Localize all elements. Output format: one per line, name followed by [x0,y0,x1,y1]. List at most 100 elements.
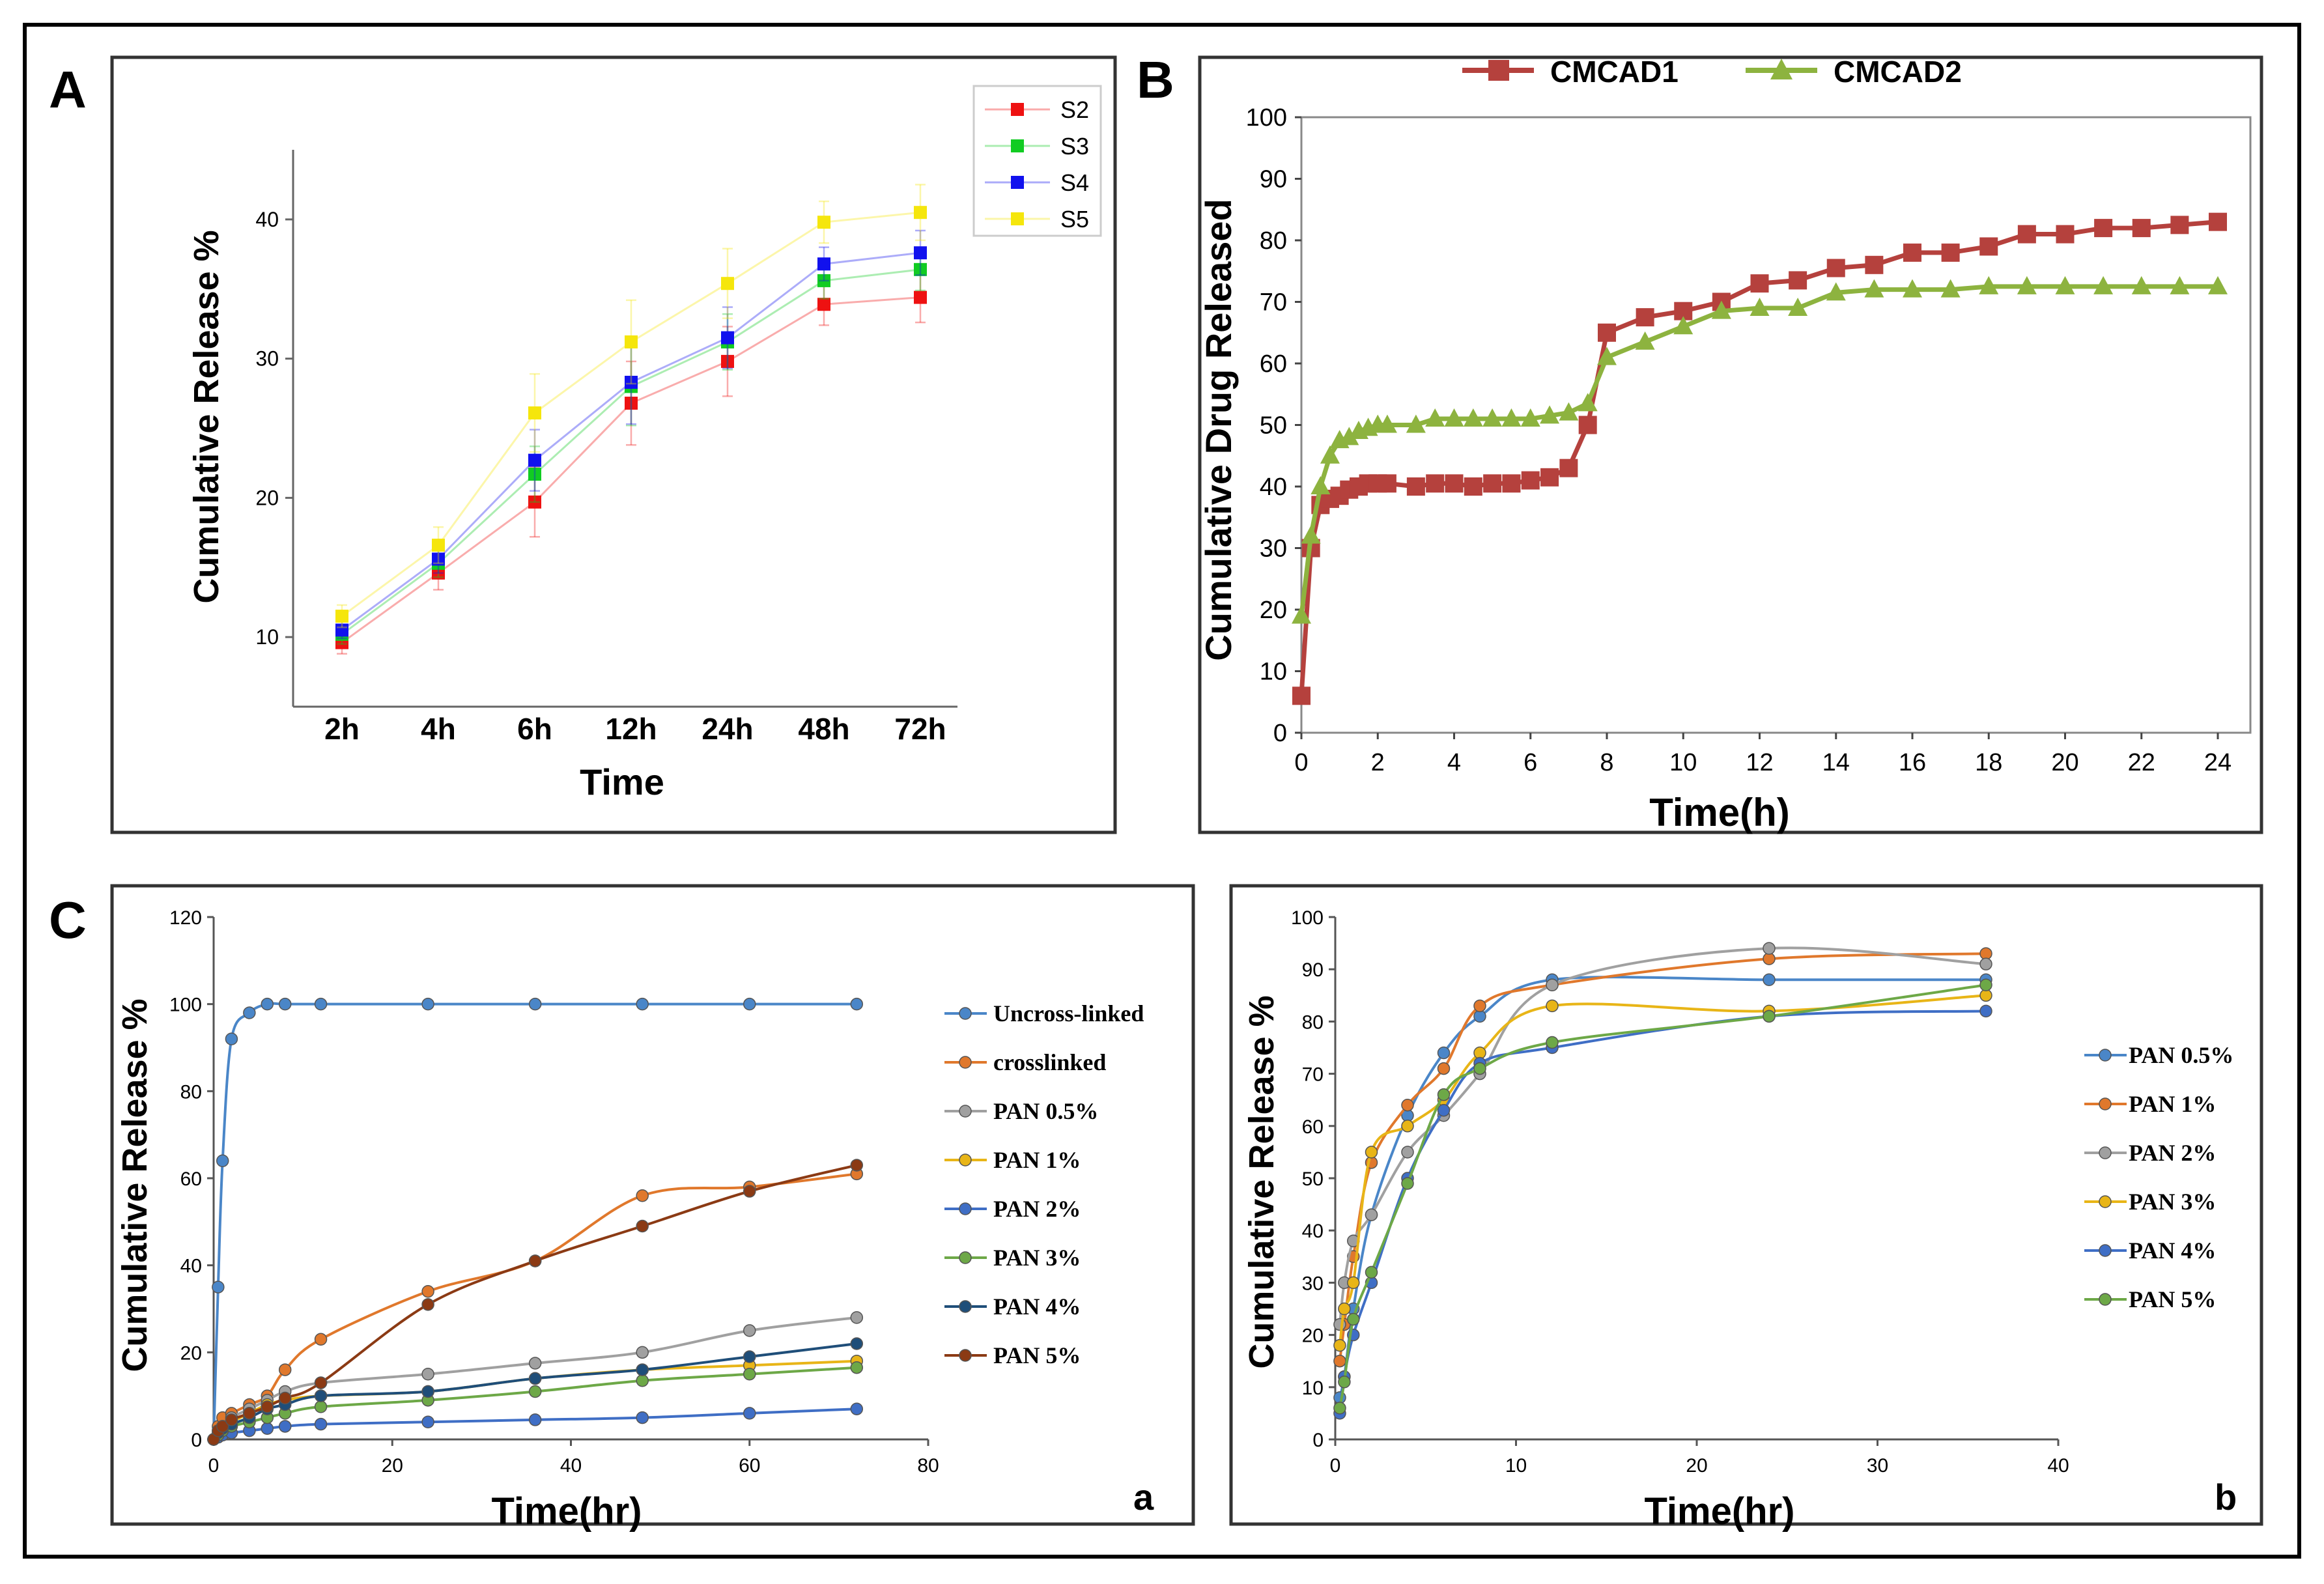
chart-ca-point [850,997,864,1011]
chart-cb-point [1437,1103,1451,1117]
chart-b-y-tick-label: 60 [1260,350,1287,378]
chart-b-point [2170,276,2190,294]
chart-b-point [1635,331,1655,350]
chart-ca-point [743,1368,756,1381]
chart-a-point [625,397,638,410]
panel-b-box [1198,55,2263,834]
chart-a-x-tick-label: 72h [894,712,946,746]
chart-a-ylabel: Cumulative Release % [187,230,226,603]
panel-letter-c: C [49,891,87,949]
chart-b-point [1578,393,1598,412]
chart-ca-point [528,1385,542,1398]
chart-ca-point [314,1389,328,1402]
chart-ca-legend-marker [959,1153,972,1167]
chart-b-y-tick-label: 0 [1273,720,1287,747]
chart-ca-point [528,997,542,1011]
chart-cb-point [1333,1354,1346,1368]
chart-ca-point [261,1400,274,1413]
chart-ca-point [314,997,328,1011]
chart-cb-legend-marker [2099,1049,2112,1062]
chart-ca-y-tick-label: 80 [180,1081,202,1103]
chart-b-point [1292,605,1311,624]
chart-cb-point [1365,1208,1378,1221]
chart-b-point [1864,279,1884,298]
chart-ca-point [421,1285,434,1298]
chart-a-x-tick-label: 2h [324,712,360,746]
chart-b-point [2170,216,2189,234]
chart-ca-x-tick-label: 0 [208,1455,220,1477]
chart-cb-ylabel: Cumulative Release % [1242,995,1281,1368]
chart-a-point [528,495,541,509]
chart-ca-point [421,1298,434,1311]
chart-b-point [1540,468,1559,487]
chart-b-point [1483,474,1502,493]
chart-cb-point [1979,978,1992,992]
chart-ca-legend-label: PAN 5% [993,1342,1081,1368]
chart-cb-point [1401,1098,1414,1112]
chart-a-point [914,290,927,304]
chart-cb-point [1401,1146,1414,1159]
panel-ca-box [110,884,1195,1526]
chart-cb-y-tick-label: 40 [1302,1221,1324,1242]
chart-cb-legend-label: PAN 3% [2129,1189,2216,1215]
chart-b-y-tick-label: 100 [1246,104,1287,132]
chart-ca-point [850,1311,864,1324]
chart-ca-legend-marker [959,1007,972,1020]
chart-b-point [1903,243,1921,262]
chart-ca-legend: Uncross-linked crosslinked PAN 0.5% PAN 1% P… [944,1000,1144,1368]
chart-a-point [914,246,927,260]
chart-ca-point [314,1333,328,1346]
chart-ca-point [278,1391,292,1405]
chart-cb-point [1546,1036,1559,1049]
chart-b-point [1406,477,1425,496]
chart-cb-point [1333,1402,1346,1415]
chart-ca-point [636,1346,649,1359]
chart-b-point [1979,237,1998,256]
chart-a-xlabel: Time [580,761,664,802]
chart-b-y-tick-label: 80 [1260,227,1287,255]
chart-cb-y-tick-label: 100 [1291,907,1324,929]
chart-ca-legend-label: PAN 0.5% [993,1098,1098,1124]
chart-a-point [817,216,830,229]
chart-cb-point [1546,999,1559,1013]
chart-a-point [528,406,541,419]
chart-b-x-tick-label: 6 [1523,749,1537,776]
chart-b-point [1598,323,1616,342]
chart-a: 10 20 30 40 2h 4h 6h 12h 24h 48h 72h Time Cumulati… [187,85,1102,802]
chart-b-point [1464,477,1482,496]
chart-cb-point [1437,1062,1451,1075]
chart-a-legend-marker [1011,139,1024,152]
chart-b-point [1292,686,1311,705]
chart-cb: 0 10 20 30 40 50 60 70 80 90 100 0 10 20 30 40 Time(hr)… [1242,907,2233,1533]
chart-b-point [2094,219,2113,238]
chart-ca-point [743,1407,756,1420]
chart-ca-y-tick-label: 60 [180,1168,202,1190]
chart-ca-y-tick-label: 100 [169,995,202,1016]
chart-ca-point [743,997,756,1011]
sub-letter-a: a [1133,1477,1154,1518]
chart-b-point [1482,408,1503,427]
chart-b-point [2055,276,2075,294]
chart-b-point [1339,427,1359,446]
chart-ca-point [278,1420,292,1433]
chart-ca-x-tick-label: 20 [382,1455,403,1477]
chart-ca-legend-label: PAN 4% [993,1294,1081,1320]
chart-b-point [1425,408,1445,427]
chart-b-point [1463,408,1483,427]
chart-ca-legend-label: PAN 1% [993,1147,1081,1173]
chart-cb-point [1437,1088,1451,1101]
chart-cb-y-tick-label: 80 [1302,1011,1324,1033]
chart-b-y-tick-label: 50 [1260,412,1287,440]
chart-ca-x-tick-label: 80 [917,1455,939,1477]
chart-b-series-CMCAD2 [1292,276,2228,624]
chart-b-point [2017,276,2037,294]
chart-cb-point [1473,999,1486,1013]
chart-ca-legend-label: PAN 2% [993,1196,1081,1222]
chart-a-point [721,331,734,345]
chart-a-legend: S2 S3 S4 S5 [972,85,1102,237]
chart-a-legend-label: S4 [1060,169,1089,196]
chart-a-point [432,539,445,552]
chart-ca-legend-marker [959,1300,972,1313]
chart-ca-xlabel: Time(hr) [492,1490,642,1533]
